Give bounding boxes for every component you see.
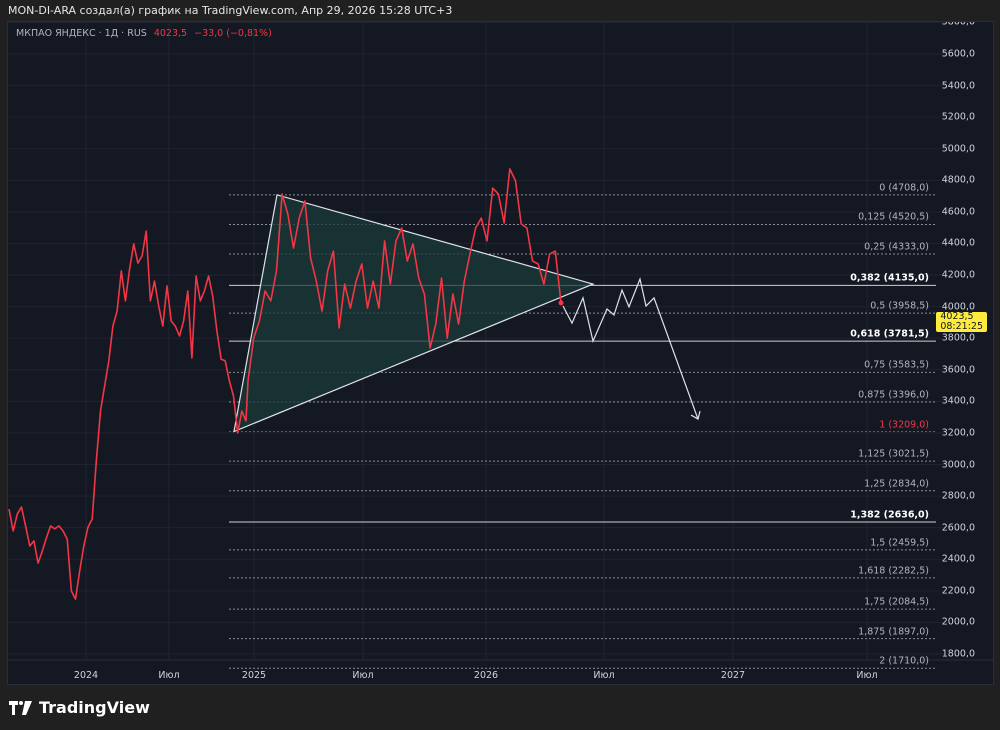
y-axis-label: 4200,0 [941,269,975,281]
fib-level-label: 0,618 (3781,5) [850,328,929,340]
chart-pane[interactable]: МКПАО ЯНДЕКС · 1Д · RUS 4023,5 −33,0 (−0… [7,21,994,685]
fib-level-label: 1,25 (2834,0) [864,478,929,490]
y-axis-label: 2600,0 [941,522,975,534]
price-tag-value: 4023,5 [940,311,974,322]
y-axis-label: 3400,0 [941,395,975,407]
tradingview-logo[interactable]: TradingView [9,698,150,717]
x-axis-label: Июл [856,670,878,681]
fib-level-label: 0,5 (3958,5) [870,300,929,312]
y-axis-label: 3600,0 [941,364,975,376]
fib-level-label: 0,125 (4520,5) [858,211,929,223]
y-axis-label: 4400,0 [941,237,975,249]
y-axis-label: 4000,0 [941,301,975,313]
fib-level-label: 0,382 (4135,0) [850,272,929,284]
price-line [8,168,562,600]
fib-level-label: 0 (4708,0) [879,182,929,194]
tradingview-logo-icon [9,700,32,715]
arrow-head-icon [690,410,701,420]
x-axis-label: 2026 [473,670,499,681]
y-axis-label: 5600,0 [941,48,975,60]
fib-level-label: 1,382 (2636,0) [850,509,929,521]
fib-level-label: 1,5 (2459,5) [870,537,929,549]
bar-countdown: 08:21:25 [940,321,983,332]
chart-credit: MON-DI-ARA создал(а) график на TradingVi… [8,4,453,17]
y-axis-label: 5800,0 [941,21,975,28]
fib-level-label: 1,618 (2282,5) [858,565,929,577]
y-axis-label: 2200,0 [941,585,975,597]
fib-level-label: 1,875 (1897,0) [858,626,929,638]
brand-name: TradingView [39,698,150,717]
x-axis-label: 2027 [720,670,746,681]
y-axis-label: 1800,0 [941,648,975,660]
y-axis-label: 5400,0 [941,80,975,92]
price-chart[interactable] [8,22,993,684]
x-axis-label: Июл [158,670,180,681]
y-axis-label: 5200,0 [941,111,975,123]
y-axis-label: 4600,0 [941,206,975,218]
y-axis-label: 5000,0 [941,143,975,155]
x-axis-label: 2024 [73,670,99,681]
y-axis-label: 3000,0 [941,459,975,471]
fib-level-label: 2 (1710,0) [879,655,929,667]
x-axis-label: Июл [593,670,615,681]
y-axis-label: 2800,0 [941,490,975,502]
fib-level-label: 1,125 (3021,5) [858,448,929,460]
y-axis-label: 2400,0 [941,553,975,565]
symbol-legend: МКПАО ЯНДЕКС · 1Д · RUS 4023,5 −33,0 (−0… [16,28,272,39]
last-price-tag: 4023,5 08:21:25 [936,312,987,332]
y-axis-label: 3200,0 [941,427,975,439]
y-axis-label: 4800,0 [941,174,975,186]
fib-level-label: 0,75 (3583,5) [864,359,929,371]
x-axis-label: 2025 [241,670,267,681]
triangle-pattern [233,194,595,433]
x-axis-label: Июл [352,670,374,681]
last-price-marker [558,300,564,306]
y-axis-label: 3800,0 [941,332,975,344]
fib-level-label: 0,875 (3396,0) [858,389,929,401]
fib-level-label: 1,75 (2084,5) [864,596,929,608]
y-axis-label: 2000,0 [941,616,975,628]
symbol-label: МКПАО ЯНДЕКС · 1Д · RUS [16,28,147,39]
last-price: 4023,5 [153,28,188,39]
projection-path [562,276,699,420]
fib-level-label: 1 (3209,0) [879,418,929,430]
fib-level-label: 0,25 (4333,0) [864,241,929,253]
price-change: −33,0 (−0,81%) [194,28,272,39]
